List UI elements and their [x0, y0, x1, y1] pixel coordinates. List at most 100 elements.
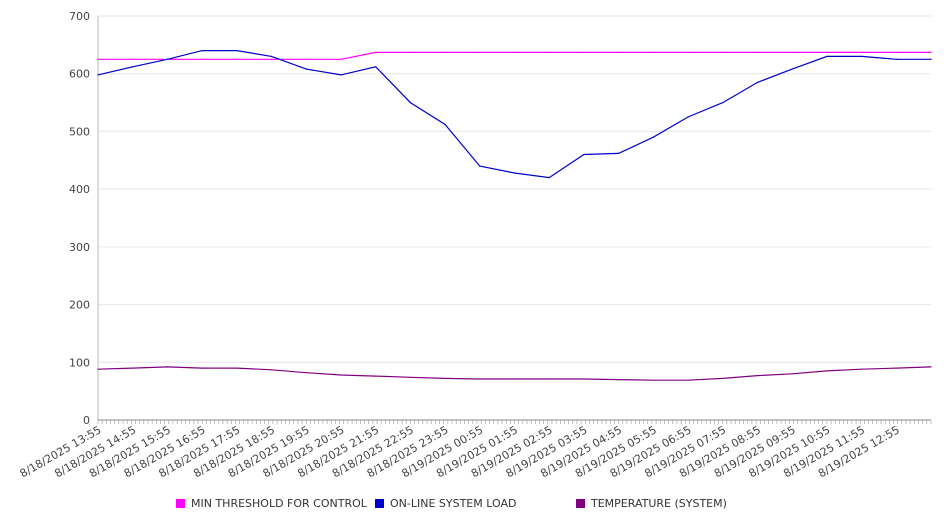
series-2-point: [756, 374, 759, 377]
series-1-point: [860, 55, 863, 58]
series-2-point: [583, 378, 585, 380]
series-1-point: [409, 101, 411, 104]
legend: MIN THRESHOLD FOR CONTROL ON-LINE SYSTEM…: [0, 497, 946, 515]
y-tick-label: 0: [83, 414, 90, 427]
series-2-point: [201, 367, 203, 369]
series-1-point: [132, 66, 134, 68]
legend-label-system-load: ON-LINE SYSTEM LOAD: [390, 497, 517, 510]
series-2-point: [236, 367, 238, 369]
series-0-point: [860, 51, 863, 53]
series-0-point: [409, 51, 411, 53]
series-2-point: [618, 379, 620, 381]
series-1-point: [548, 177, 550, 179]
series-0-point: [513, 51, 516, 53]
series-1-point: [618, 152, 620, 154]
series-2-point: [826, 370, 828, 372]
y-tick-label: 100: [69, 356, 90, 369]
series-2-point: [860, 368, 863, 370]
series-0-point: [340, 58, 342, 60]
series-1-point: [270, 55, 273, 58]
series-1-point: [826, 55, 828, 58]
series-0-point: [652, 51, 654, 53]
series-2-point: [305, 372, 307, 374]
x-axis-tick-labels: 8/18/2025 13:558/18/2025 14:558/18/2025 …: [18, 423, 902, 480]
series-2-point: [513, 378, 516, 380]
series-2-point: [722, 377, 724, 380]
series-line-0: [98, 51, 931, 60]
y-tick-label: 600: [69, 68, 90, 81]
legend-item-system-load: ON-LINE SYSTEM LOAD: [375, 497, 516, 510]
y-tick-label: 700: [69, 10, 90, 23]
series-2-point: [548, 378, 550, 380]
series-1-point: [201, 50, 203, 52]
series-0-point: [548, 51, 550, 53]
series-1-point: [479, 165, 481, 167]
series-1-point: [375, 66, 377, 68]
series-0-point: [826, 51, 828, 53]
series-0-point: [583, 51, 585, 53]
legend-item-min-threshold: MIN THRESHOLD FOR CONTROL: [176, 497, 367, 510]
series-2-point: [340, 374, 342, 376]
series-1-point: [652, 136, 654, 138]
grid-lines: [98, 15, 931, 363]
series-1-point: [687, 116, 689, 118]
series-1-point: [305, 68, 307, 70]
series-line-2: [97, 366, 932, 381]
series-0-point: [756, 51, 759, 53]
series-2-point: [166, 366, 169, 368]
y-tick-label: 400: [69, 183, 90, 196]
series-2-point: [479, 378, 481, 380]
series-1-point: [930, 58, 932, 60]
series-2-point: [652, 379, 654, 381]
series-2-point: [444, 377, 446, 380]
series-0-point: [479, 51, 481, 53]
series-1-point: [236, 50, 238, 52]
series-1-point: [97, 74, 99, 76]
series-0-point: [618, 51, 620, 53]
series-1-point: [166, 58, 169, 60]
legend-item-temperature: TEMPERATURE (SYSTEM): [576, 497, 727, 510]
series-0-point: [722, 51, 724, 53]
series-0-point: [236, 58, 238, 60]
legend-swatch-system-load: [375, 499, 384, 508]
series-2-point: [270, 369, 273, 371]
series-lines: [97, 49, 932, 381]
series-2-point: [97, 368, 99, 370]
series-1-point: [895, 58, 897, 60]
series-1-point: [791, 68, 793, 70]
series-line-1: [97, 49, 931, 179]
series-2-point: [791, 373, 793, 375]
series-2-point: [930, 366, 932, 368]
series-0-point: [201, 58, 203, 60]
legend-label-min-threshold: MIN THRESHOLD FOR CONTROL: [191, 497, 367, 510]
series-0-point: [687, 51, 689, 53]
legend-swatch-temperature: [576, 499, 585, 508]
series-2-point: [375, 375, 377, 377]
y-tick-label: 200: [69, 299, 90, 312]
series-2-point: [687, 379, 689, 381]
series-0-point: [930, 51, 932, 53]
series-2-point: [132, 367, 134, 369]
series-0-point: [895, 51, 897, 53]
series-0-point: [132, 58, 134, 60]
series-1-point: [444, 123, 446, 126]
y-tick-label: 300: [69, 241, 90, 254]
series-1-point: [340, 74, 342, 76]
series-1-point: [756, 81, 759, 83]
series-2-point: [895, 367, 897, 369]
series-0-point: [791, 51, 793, 53]
legend-label-temperature: TEMPERATURE (SYSTEM): [591, 497, 727, 510]
series-1-point: [583, 153, 585, 156]
series-0-point: [444, 51, 446, 53]
series-1-point: [513, 172, 516, 174]
series-2-point: [409, 376, 411, 378]
series-0-point: [375, 51, 377, 53]
series-0-point: [97, 58, 99, 60]
y-axis-tick-labels: 0 100 200 300 400 500 600 700: [69, 10, 90, 427]
series-1-point: [722, 101, 724, 104]
y-tick-label: 500: [69, 125, 90, 138]
legend-swatch-min-threshold: [176, 499, 185, 508]
series-0-point: [270, 58, 273, 60]
axes: [97, 16, 932, 424]
